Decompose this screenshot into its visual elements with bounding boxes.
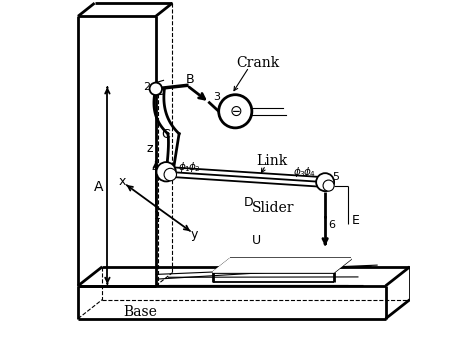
Text: y: y (191, 228, 198, 241)
Circle shape (150, 83, 162, 95)
Text: B: B (185, 73, 194, 86)
Text: Crank: Crank (236, 56, 279, 70)
Circle shape (164, 168, 176, 181)
Text: $\ominus$: $\ominus$ (228, 104, 242, 119)
Text: 1: 1 (154, 211, 161, 221)
Text: $\phi_2$: $\phi_2$ (188, 160, 201, 174)
Text: U: U (251, 234, 261, 247)
Text: z: z (146, 142, 153, 155)
Circle shape (219, 95, 252, 128)
Circle shape (316, 173, 334, 191)
Text: $\phi_3$: $\phi_3$ (293, 165, 306, 179)
Text: C: C (161, 128, 170, 141)
Text: x: x (118, 175, 126, 188)
Text: Slider: Slider (252, 201, 294, 215)
Circle shape (156, 162, 176, 181)
Text: Link: Link (256, 154, 287, 168)
Text: 4: 4 (152, 164, 159, 174)
Text: Base: Base (123, 305, 157, 319)
Text: E: E (351, 214, 359, 227)
Text: 5: 5 (332, 172, 339, 182)
Text: 2: 2 (144, 82, 151, 92)
Polygon shape (213, 259, 351, 272)
Circle shape (323, 180, 334, 191)
Text: 6: 6 (328, 220, 336, 230)
Text: A: A (94, 180, 103, 194)
Text: $\phi_4$: $\phi_4$ (303, 165, 316, 179)
Text: 3: 3 (213, 92, 220, 102)
Text: D: D (244, 196, 253, 209)
Text: $\phi_1$: $\phi_1$ (178, 160, 191, 174)
